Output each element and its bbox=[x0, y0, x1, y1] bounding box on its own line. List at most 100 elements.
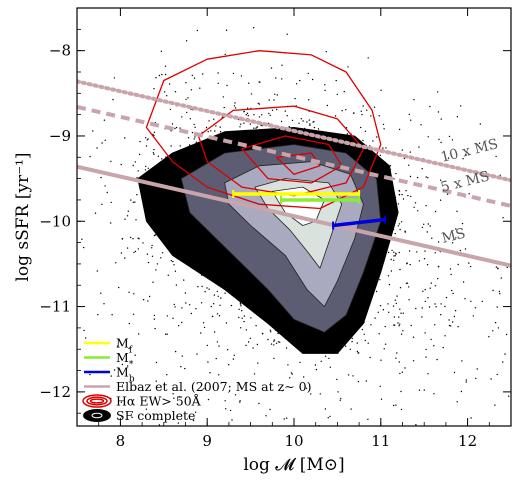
scatter-point bbox=[504, 353, 506, 355]
scatter-point bbox=[187, 97, 189, 99]
scatter-point bbox=[269, 329, 272, 331]
scatter-point bbox=[280, 120, 283, 123]
scatter-point bbox=[291, 373, 293, 375]
scatter-point bbox=[218, 374, 220, 376]
scatter-point bbox=[496, 373, 498, 376]
scatter-point bbox=[451, 289, 453, 292]
scatter-point bbox=[276, 108, 278, 111]
y-tick-label: −11 bbox=[39, 298, 71, 316]
halpha-contour-2 bbox=[197, 105, 365, 197]
scatter-point bbox=[213, 331, 216, 333]
scatter-point bbox=[118, 286, 120, 289]
scatter-point bbox=[335, 79, 337, 82]
scatter-point bbox=[170, 145, 172, 147]
scatter-point bbox=[153, 318, 155, 320]
scatter-point bbox=[83, 329, 85, 332]
scatter-point bbox=[110, 222, 112, 224]
scatter-point bbox=[142, 299, 145, 301]
scatter-point bbox=[120, 401, 123, 403]
scatter-point bbox=[160, 257, 162, 259]
plot-area bbox=[77, 27, 511, 426]
scatter-point bbox=[226, 84, 228, 87]
y-tick-label: −9 bbox=[49, 127, 71, 145]
scatter-point bbox=[404, 367, 406, 369]
scatter-point bbox=[189, 304, 191, 306]
scatter-point bbox=[281, 390, 283, 392]
scatter-point bbox=[352, 375, 354, 377]
scatter-point bbox=[193, 138, 195, 140]
scatter-point bbox=[408, 164, 410, 166]
scatter-point bbox=[172, 393, 174, 395]
scatter-point bbox=[219, 126, 221, 128]
scatter-point bbox=[377, 311, 379, 313]
scatter-point bbox=[456, 210, 458, 212]
scatter-point bbox=[208, 288, 210, 290]
scatter-point bbox=[499, 174, 501, 176]
scatter-point bbox=[243, 122, 245, 124]
scatter-point bbox=[393, 259, 395, 261]
scatter-point bbox=[273, 344, 275, 346]
scatter-point bbox=[268, 112, 270, 115]
scatter-point bbox=[488, 336, 490, 338]
line-dotted bbox=[77, 79, 511, 183]
scatter-point bbox=[343, 90, 345, 93]
scatter-point bbox=[393, 404, 395, 407]
scatter-point bbox=[246, 112, 249, 115]
scatter-point bbox=[446, 193, 449, 195]
scatter-point bbox=[231, 419, 233, 421]
scatter-point bbox=[281, 64, 283, 66]
scatter-point bbox=[457, 263, 459, 266]
scatter-point bbox=[409, 151, 411, 153]
scatter-point bbox=[398, 325, 400, 327]
scatter-point bbox=[258, 81, 260, 83]
scatter-point bbox=[134, 354, 136, 356]
scatter-point bbox=[367, 57, 369, 59]
scatter-point bbox=[497, 327, 500, 329]
scatter-point bbox=[132, 313, 135, 315]
scatter-point bbox=[245, 344, 247, 347]
scatter-point bbox=[450, 325, 452, 327]
scatter-point bbox=[451, 242, 454, 244]
scatter-point bbox=[378, 333, 380, 335]
scatter-point bbox=[174, 306, 176, 308]
scatter-point bbox=[461, 360, 463, 362]
scatter-point bbox=[370, 324, 372, 326]
scatter-point bbox=[399, 323, 401, 325]
scatter-point bbox=[327, 417, 329, 419]
scatter-point bbox=[134, 250, 137, 253]
scatter-point bbox=[427, 177, 429, 179]
scatter-point bbox=[422, 290, 424, 292]
scatter-point bbox=[387, 303, 389, 305]
scatter-point bbox=[440, 314, 442, 316]
scatter-point bbox=[224, 53, 226, 56]
scatter-point bbox=[153, 131, 156, 133]
scatter-point bbox=[245, 114, 247, 116]
scatter-point bbox=[399, 372, 401, 375]
scatter-point bbox=[415, 424, 417, 426]
scatter-point bbox=[460, 390, 463, 393]
scatter-point bbox=[267, 338, 269, 341]
scatter-point bbox=[505, 333, 508, 336]
scatter-point bbox=[217, 295, 219, 297]
scatter-point bbox=[137, 170, 139, 172]
scatter-point bbox=[121, 238, 124, 240]
scatter-point bbox=[370, 115, 372, 117]
scatter-point bbox=[158, 74, 161, 77]
scatter-point bbox=[287, 364, 289, 366]
scatter-point bbox=[281, 78, 283, 80]
scatter-point bbox=[100, 176, 102, 179]
scatter-point bbox=[409, 175, 412, 178]
scatter-point bbox=[178, 396, 181, 398]
scatter-point bbox=[257, 102, 259, 105]
scatter-point bbox=[217, 72, 219, 74]
scatter-point bbox=[253, 27, 255, 29]
scatter-point bbox=[126, 215, 129, 217]
scatter-point bbox=[408, 299, 410, 301]
scatter-point bbox=[250, 317, 252, 319]
scatter-point bbox=[341, 110, 343, 112]
scatter-point bbox=[243, 315, 246, 317]
scatter-point bbox=[412, 336, 415, 338]
scatter-point bbox=[367, 418, 369, 420]
scatter-point bbox=[201, 285, 203, 288]
scatter-point bbox=[418, 260, 421, 262]
